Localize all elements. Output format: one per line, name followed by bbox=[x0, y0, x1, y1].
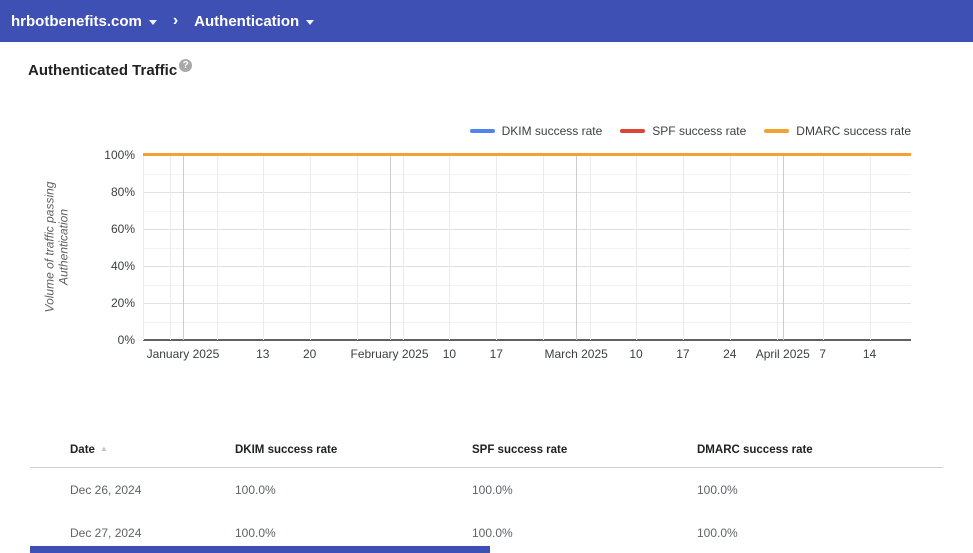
section-dropdown[interactable]: Authentication bbox=[194, 12, 315, 30]
y-minor-gridline bbox=[143, 247, 911, 249]
x-axis-tick-label: February 2025 bbox=[350, 347, 429, 361]
x-month-gridline bbox=[182, 155, 184, 340]
cell-value: 100.0% bbox=[472, 482, 513, 497]
authenticated-traffic-chart: Volume of traffic passing Authentication … bbox=[43, 148, 911, 361]
x-axis-tick-label: 24 bbox=[723, 347, 737, 361]
chevron-down-icon bbox=[148, 19, 157, 25]
page-title-text: Authenticated Traffic bbox=[28, 62, 178, 79]
domain-dropdown[interactable]: hrbotbenefits.com bbox=[11, 13, 157, 30]
column-header-spf[interactable]: SPF success rate bbox=[472, 443, 568, 456]
y-axis-tick-label: 100% bbox=[104, 148, 135, 162]
domain-label: hrbotbenefits.com bbox=[11, 12, 142, 30]
column-header-dmarc[interactable]: DMARC success rate bbox=[697, 443, 813, 456]
column-header-dkim[interactable]: DKIM success rate bbox=[235, 443, 338, 456]
cell-value: 100.0% bbox=[235, 482, 276, 497]
chart-legend: DKIM success rate SPF success rate DMARC… bbox=[469, 124, 911, 138]
y-axis-title: Volume of traffic passing Authentication bbox=[42, 181, 71, 313]
x-week-gridline bbox=[776, 155, 778, 340]
y-axis-tick-label: 0% bbox=[117, 333, 135, 347]
spf-line-swatch-icon bbox=[620, 129, 646, 133]
x-axis-tick-label: 17 bbox=[489, 347, 503, 361]
y-axis-tick-label: 80% bbox=[110, 185, 135, 199]
x-axis-tick-label: 7 bbox=[819, 347, 827, 361]
cell-value: 100.0% bbox=[472, 525, 513, 540]
chevron-down-icon bbox=[306, 19, 315, 25]
y-major-gridline bbox=[143, 303, 911, 304]
table-row: Dec 27, 2024 100.0% 100.0% 100.0% bbox=[30, 511, 943, 553]
section-label: Authentication bbox=[194, 12, 300, 30]
x-week-gridline bbox=[262, 155, 264, 340]
cell-value: 100.0% bbox=[697, 482, 738, 497]
x-week-gridline bbox=[729, 155, 731, 340]
x-month-gridline bbox=[782, 155, 784, 340]
x-week-gridline bbox=[169, 155, 171, 340]
x-axis-tick-label: April 2025 bbox=[755, 347, 810, 361]
legend-label-dkim: DKIM success rate bbox=[501, 124, 603, 138]
x-axis-tick-label: 13 bbox=[256, 347, 270, 361]
x-week-gridline bbox=[682, 155, 684, 340]
breadcrumb-separator-icon: › bbox=[172, 12, 179, 29]
y-minor-gridline bbox=[143, 284, 911, 286]
page-title: Authenticated Traffic ? bbox=[28, 59, 193, 79]
cell-value: 100.0% bbox=[235, 525, 276, 540]
x-axis-tick-label: 14 bbox=[862, 347, 877, 361]
column-header-date[interactable]: Date ▲ bbox=[70, 443, 108, 456]
x-month-gridline bbox=[576, 155, 578, 340]
y-axis-tick-label: 20% bbox=[110, 296, 135, 310]
table-body: Dec 26, 2024 100.0% 100.0% 100.0% Dec 27, 20… bbox=[30, 468, 943, 553]
help-icon[interactable]: ? bbox=[179, 59, 193, 72]
bottom-bar-fragment bbox=[30, 546, 490, 553]
legend-label-dmarc: DMARC success rate bbox=[796, 124, 911, 138]
authentication-results-table: Date ▲ DKIM success rate SPF success rat… bbox=[30, 432, 943, 553]
x-week-gridline bbox=[636, 155, 638, 340]
x-week-gridline bbox=[543, 155, 545, 340]
x-week-gridline bbox=[143, 155, 144, 340]
legend-item-spf: SPF success rate bbox=[620, 124, 746, 138]
x-axis-tick-label: 17 bbox=[676, 347, 690, 361]
x-week-gridline bbox=[356, 155, 358, 340]
x-axis-tick-label: 10 bbox=[442, 347, 457, 361]
y-major-gridline bbox=[143, 229, 911, 230]
x-axis-tick-label: January 2025 bbox=[146, 347, 220, 361]
top-navigation-bar: hrbotbenefits.com › Authentication bbox=[0, 0, 973, 42]
x-axis-tick-label: 20 bbox=[302, 347, 317, 361]
y-major-gridline bbox=[143, 266, 911, 267]
legend-item-dmarc: DMARC success rate bbox=[764, 124, 911, 138]
x-week-gridline bbox=[449, 155, 451, 340]
dmarc-line-swatch-icon bbox=[764, 129, 790, 133]
cell-value: 100.0% bbox=[697, 525, 738, 540]
y-minor-gridline bbox=[143, 210, 911, 212]
legend-item-dkim: DKIM success rate bbox=[469, 124, 603, 138]
sort-ascending-icon: ▲ bbox=[99, 444, 108, 453]
cell-date: Dec 26, 2024 bbox=[70, 482, 142, 497]
x-week-gridline bbox=[589, 155, 591, 340]
y-minor-gridline bbox=[143, 321, 911, 323]
y-major-gridline bbox=[143, 192, 911, 193]
cell-date: Dec 27, 2024 bbox=[70, 525, 142, 540]
x-week-gridline bbox=[822, 155, 824, 340]
dkim-line-swatch-icon bbox=[469, 129, 495, 133]
table-row: Dec 26, 2024 100.0% 100.0% 100.0% bbox=[30, 468, 943, 511]
y-axis-tick-label: 40% bbox=[110, 259, 135, 273]
x-week-gridline bbox=[869, 155, 871, 340]
table-header-row: Date ▲ DKIM success rate SPF success rat… bbox=[30, 432, 943, 468]
x-week-gridline bbox=[216, 155, 218, 340]
x-week-gridline bbox=[309, 155, 311, 340]
x-axis-tick-label: March 2025 bbox=[544, 347, 608, 361]
y-axis-tick-label: 60% bbox=[110, 222, 135, 236]
legend-label-spf: SPF success rate bbox=[652, 124, 747, 138]
x-axis-tick-label: 10 bbox=[629, 347, 643, 361]
y-minor-gridline bbox=[143, 173, 911, 175]
x-week-gridline bbox=[496, 155, 498, 340]
x-month-gridline bbox=[389, 155, 391, 340]
x-week-gridline bbox=[403, 155, 405, 340]
series-line-dmarc bbox=[143, 153, 911, 156]
x-axis-line bbox=[143, 339, 911, 341]
